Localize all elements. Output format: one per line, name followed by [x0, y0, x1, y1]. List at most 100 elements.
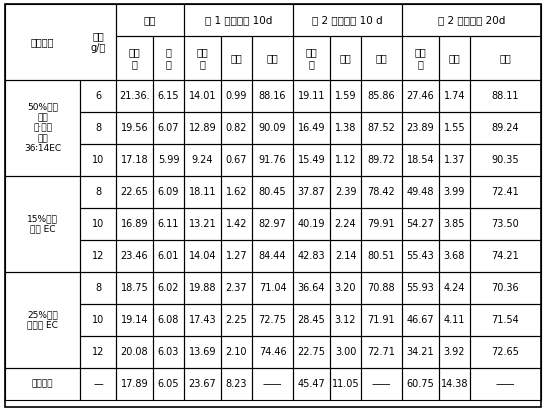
Text: 11.05: 11.05 — [331, 379, 359, 389]
Text: 1.55: 1.55 — [444, 123, 465, 133]
Text: 19.14: 19.14 — [121, 315, 149, 325]
Text: 0.82: 0.82 — [225, 123, 247, 133]
Text: 89.72: 89.72 — [367, 155, 395, 165]
Bar — [330, 112, 361, 144]
Bar — [470, 336, 541, 368]
Text: 剂量
g/亩: 剂量 g/亩 — [91, 31, 105, 53]
Text: 60.75: 60.75 — [407, 379, 435, 389]
Bar — [153, 80, 184, 112]
Bar — [330, 176, 361, 208]
Bar — [184, 144, 221, 176]
Bar — [5, 272, 80, 368]
Bar — [221, 272, 252, 304]
Bar — [116, 368, 153, 400]
Bar — [5, 80, 80, 176]
Text: 78.42: 78.42 — [367, 187, 395, 197]
Text: 15.49: 15.49 — [298, 155, 325, 165]
Text: 22.65: 22.65 — [121, 187, 149, 197]
Bar — [153, 336, 184, 368]
Bar — [184, 4, 293, 36]
Text: 病指: 病指 — [340, 53, 352, 63]
Text: 25%吡唑
醚菌酯 EC: 25%吡唑 醚菌酯 EC — [27, 310, 58, 330]
Text: 21.36.: 21.36. — [119, 91, 150, 101]
Bar — [293, 144, 330, 176]
Bar — [330, 304, 361, 336]
Text: 病株
率: 病株 率 — [414, 47, 426, 69]
Bar — [361, 176, 402, 208]
Bar — [470, 368, 541, 400]
Bar — [293, 36, 330, 80]
Text: 病株
率: 病株 率 — [306, 47, 317, 69]
Bar — [153, 36, 184, 80]
Bar — [330, 240, 361, 272]
Text: 9.24: 9.24 — [192, 155, 213, 165]
Text: 12: 12 — [92, 347, 104, 357]
Bar — [361, 80, 402, 112]
Text: 6.15: 6.15 — [158, 91, 179, 101]
Bar — [116, 144, 153, 176]
Text: 10: 10 — [92, 219, 104, 229]
Text: 90.09: 90.09 — [259, 123, 286, 133]
Text: 87.52: 87.52 — [367, 123, 395, 133]
Bar — [293, 336, 330, 368]
Bar — [293, 304, 330, 336]
Text: 第 1 次施药后 10d: 第 1 次施药后 10d — [205, 15, 272, 25]
Bar — [153, 176, 184, 208]
Text: 8: 8 — [95, 123, 101, 133]
Text: 1.42: 1.42 — [225, 219, 247, 229]
Bar — [252, 208, 293, 240]
Text: 36.64: 36.64 — [298, 283, 325, 293]
Text: 1.59: 1.59 — [335, 91, 356, 101]
Bar — [361, 304, 402, 336]
Bar — [252, 36, 293, 80]
Bar — [153, 368, 184, 400]
Bar — [293, 208, 330, 240]
Text: 3.20: 3.20 — [335, 283, 356, 293]
Bar — [252, 368, 293, 400]
Bar — [470, 176, 541, 208]
Bar — [330, 80, 361, 112]
Bar — [470, 36, 541, 80]
Bar — [293, 240, 330, 272]
Text: 3.12: 3.12 — [335, 315, 356, 325]
Text: 16.89: 16.89 — [121, 219, 149, 229]
Bar — [361, 272, 402, 304]
Text: 14.04: 14.04 — [189, 251, 216, 261]
Text: 6.11: 6.11 — [158, 219, 179, 229]
Bar — [293, 368, 330, 400]
Text: 50%吡唑
醚菌
酯·氯亮
菌酯
36∶14EC: 50%吡唑 醚菌 酯·氯亮 菌酯 36∶14EC — [24, 103, 61, 153]
Bar — [184, 36, 221, 80]
Text: 37.87: 37.87 — [298, 187, 325, 197]
Bar — [361, 36, 402, 80]
Text: 8.23: 8.23 — [225, 379, 247, 389]
Text: 55.93: 55.93 — [407, 283, 435, 293]
Text: 1.38: 1.38 — [335, 123, 356, 133]
Bar — [5, 4, 116, 80]
Bar — [252, 272, 293, 304]
Text: 1.12: 1.12 — [335, 155, 356, 165]
Bar — [402, 144, 439, 176]
Text: 病
指: 病 指 — [165, 47, 171, 69]
Bar — [439, 112, 470, 144]
Text: 40.19: 40.19 — [298, 219, 325, 229]
Text: 病株
率: 病株 率 — [197, 47, 209, 69]
Text: 6.01: 6.01 — [158, 251, 179, 261]
Text: 清水对照: 清水对照 — [32, 379, 54, 389]
Bar — [439, 36, 470, 80]
Bar — [330, 208, 361, 240]
Bar — [439, 80, 470, 112]
Text: 0.67: 0.67 — [225, 155, 247, 165]
Bar — [252, 144, 293, 176]
Bar — [330, 144, 361, 176]
Text: 3.92: 3.92 — [444, 347, 465, 357]
Text: 12: 12 — [92, 251, 104, 261]
Bar — [221, 36, 252, 80]
Text: 88.11: 88.11 — [492, 91, 519, 101]
Text: 22.75: 22.75 — [298, 347, 325, 357]
Text: 82.97: 82.97 — [259, 219, 286, 229]
Text: 防效: 防效 — [500, 53, 512, 63]
Bar — [361, 144, 402, 176]
Bar — [221, 176, 252, 208]
Text: 6.07: 6.07 — [158, 123, 179, 133]
Bar — [470, 144, 541, 176]
